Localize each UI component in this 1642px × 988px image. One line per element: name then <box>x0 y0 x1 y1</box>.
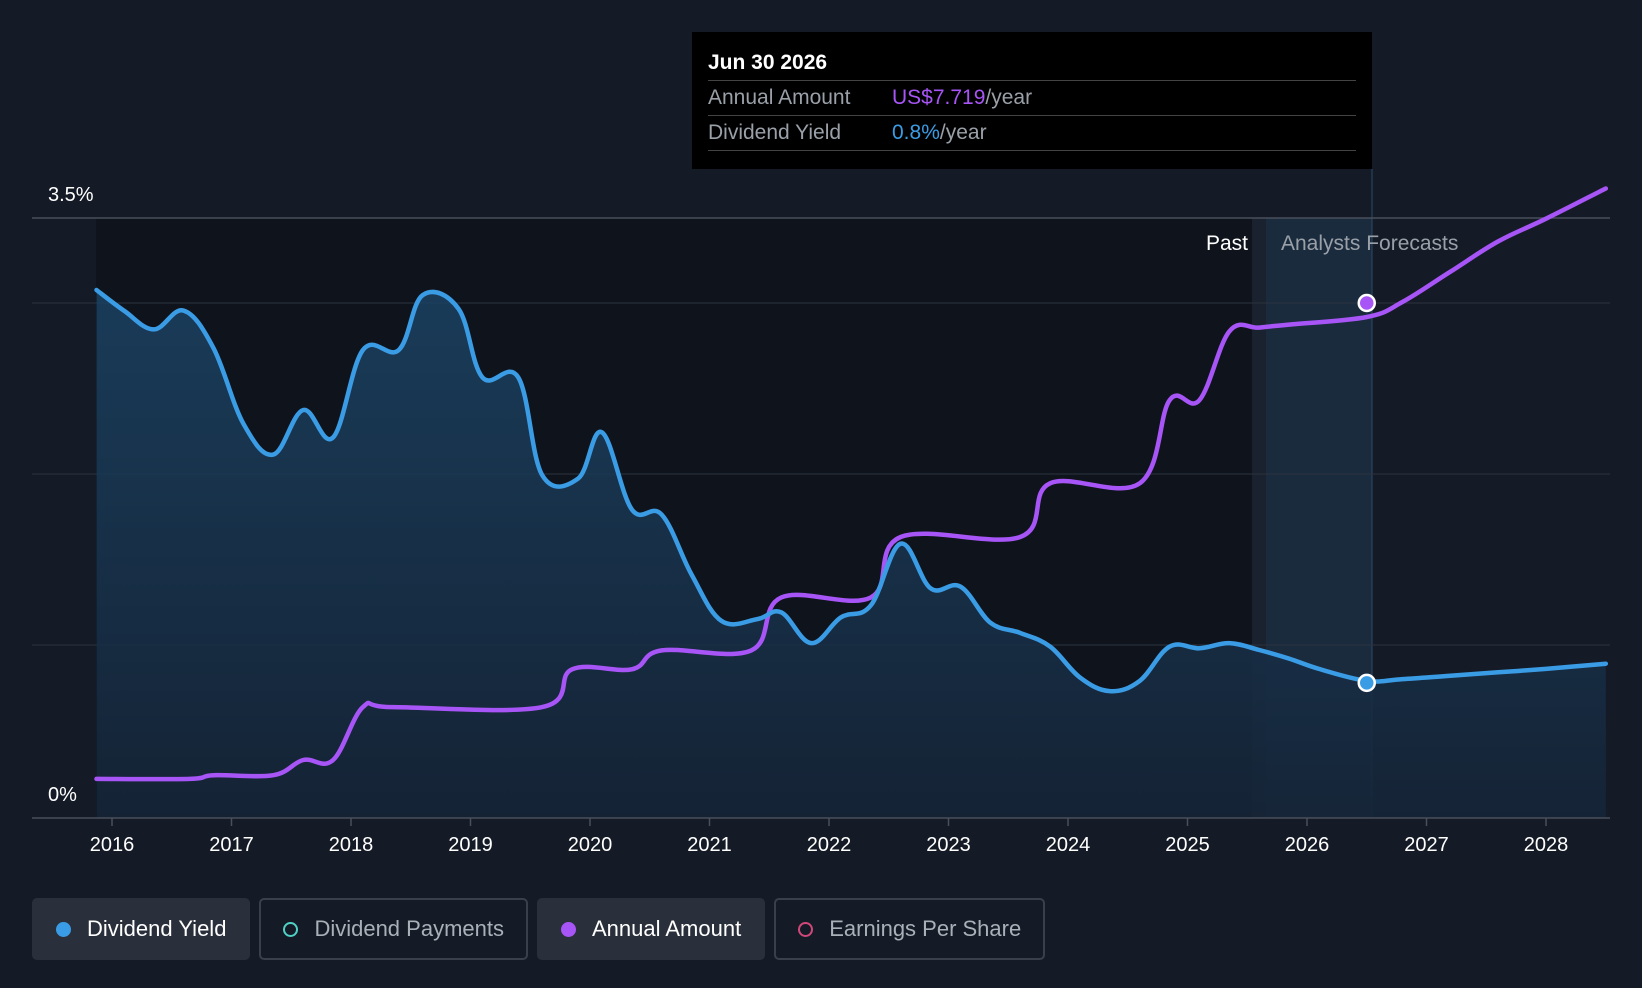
x-tick-label: 2025 <box>1165 834 1210 856</box>
tooltip-suffix: /year <box>985 86 1033 109</box>
x-tick-label: 2018 <box>329 834 374 856</box>
legend: Dividend Yield Dividend Payments Annual … <box>32 898 1054 960</box>
tooltip: Jun 30 2026 Annual Amount US$7.719 /year… <box>692 32 1372 169</box>
forecast-label: Analysts Forecasts <box>1281 232 1458 255</box>
legend-label: Earnings Per Share <box>829 916 1022 941</box>
y-axis-bottom-label: 0% <box>48 784 77 806</box>
tooltip-value: US$7.719 <box>892 86 986 109</box>
dividend-yield-highlight-point[interactable] <box>1357 673 1376 693</box>
x-tick-label: 2028 <box>1524 834 1569 856</box>
tooltip-row-annual-amount: Annual Amount US$7.719 /year <box>708 81 1356 116</box>
annual-amount-line <box>94 186 1609 782</box>
tooltip-value: 0.8% <box>892 121 940 144</box>
x-tick-label: 2023 <box>926 834 971 856</box>
past-label: Past <box>1206 232 1248 255</box>
legend-dot-icon <box>560 921 576 937</box>
dividend-yield-line <box>94 287 1609 694</box>
legend-label: Dividend Payments <box>314 916 504 941</box>
dividend-yield-area <box>96 290 1606 818</box>
y-axis-top-label: 3.5% <box>48 184 94 206</box>
tooltip-date: Jun 30 2026 <box>708 46 1356 81</box>
x-axis-ticks: 2016 2017 2018 2019 2020 2021 2022 2023 2024 2025… <box>90 818 1569 856</box>
x-tick-label: 2016 <box>90 834 135 856</box>
x-tick-label: 2024 <box>1046 834 1091 856</box>
x-tick-label: 2017 <box>209 834 254 856</box>
legend-ring-icon <box>283 921 299 937</box>
tooltip-label: Annual Amount <box>708 86 851 109</box>
legend-dividend-yield[interactable]: Dividend Yield <box>32 898 251 960</box>
legend-dividend-payments[interactable]: Dividend Payments <box>259 898 528 960</box>
tooltip-label: Dividend Yield <box>708 121 842 144</box>
x-tick-label: 2022 <box>807 834 852 856</box>
annual-amount-highlight-point[interactable] <box>1357 293 1376 313</box>
legend-ring-icon <box>798 921 814 937</box>
legend-label: Annual Amount <box>591 916 742 941</box>
x-tick-label: 2026 <box>1285 834 1330 856</box>
legend-earnings-per-share[interactable]: Earnings Per Share <box>774 898 1046 960</box>
tooltip-row-dividend-yield: Dividend Yield 0.8% /year <box>708 116 1356 151</box>
legend-label: Dividend Yield <box>87 916 227 941</box>
x-tick-label: 2019 <box>448 834 493 856</box>
x-tick-label: 2020 <box>568 834 613 856</box>
tooltip-suffix: /year <box>939 121 987 144</box>
legend-dot-icon <box>56 921 71 937</box>
legend-annual-amount[interactable]: Annual Amount <box>536 898 766 960</box>
x-tick-label: 2021 <box>687 834 732 856</box>
x-tick-label: 2027 <box>1404 834 1449 856</box>
